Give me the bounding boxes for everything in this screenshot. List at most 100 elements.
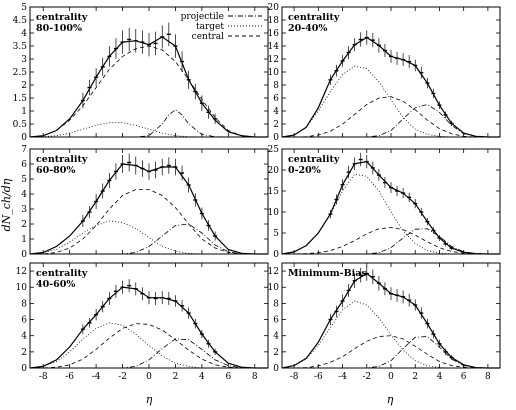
target-curve	[29, 322, 268, 369]
y-tick-label: 0	[21, 250, 27, 260]
y-tick-label: 8	[21, 299, 27, 309]
central-curve	[30, 323, 268, 369]
y-tick-label: 20	[268, 3, 280, 13]
legend-label: central	[192, 32, 224, 42]
x-tick-label: 4	[199, 372, 205, 382]
y-tick-label: 5	[273, 229, 279, 239]
panel-label: centrality	[36, 268, 88, 279]
x-tick-label: 0	[388, 372, 394, 382]
panel-label: 20-40%	[288, 23, 327, 34]
x-axis-label: η	[387, 393, 394, 406]
x-tick-label: 0	[146, 372, 152, 382]
x-tick-label: 2	[412, 372, 418, 382]
x-tick-label: -6	[65, 372, 74, 382]
projectile-curve	[30, 223, 268, 255]
y-tick-label: 0	[273, 133, 279, 143]
y-tick-label: 4	[21, 29, 27, 39]
target-curve	[281, 300, 500, 369]
y-tick-label: 10	[268, 283, 280, 293]
y-tick-label: 20	[268, 166, 280, 176]
y-tick-label: 6	[273, 94, 279, 104]
y-tick-label: 10	[268, 68, 280, 78]
y-tick-label: 2	[21, 220, 27, 230]
y-tick-label: 4	[273, 332, 279, 342]
y-tick-label: 6	[21, 316, 27, 326]
x-tick-label: -4	[338, 372, 347, 382]
panel-label: centrality	[36, 154, 88, 165]
y-tick-label: 15	[268, 187, 280, 197]
target-curve	[29, 122, 268, 138]
central-curve	[30, 189, 268, 255]
y-tick-label: 4	[21, 190, 27, 200]
y-tick-label: 6	[21, 160, 27, 170]
x-tick-label: 2	[173, 372, 179, 382]
x-tick-label: -8	[39, 372, 48, 382]
x-tick-label: -4	[92, 372, 101, 382]
y-tick-label: 4	[21, 332, 27, 342]
panel-label: 40-60%	[36, 279, 75, 290]
y-tick-label: 8	[273, 299, 279, 309]
y-tick-label: 1	[21, 235, 27, 245]
y-tick-label: 5	[21, 3, 27, 13]
y-tick-label: 14	[268, 42, 280, 52]
target-curve	[29, 220, 268, 255]
y-tick-label: 1	[21, 107, 27, 117]
target-curve	[281, 173, 500, 255]
panel-label: centrality	[36, 12, 88, 23]
x-tick-label: 8	[252, 372, 258, 382]
projectile-curve	[282, 228, 500, 255]
central-curve	[282, 96, 500, 138]
y-tick-label: 3.5	[13, 42, 28, 52]
y-tick-label: 12	[16, 267, 27, 277]
projectile-curve	[30, 338, 268, 369]
legend-label: target	[196, 22, 224, 32]
y-tick-label: 25	[268, 145, 280, 155]
projectile-curve	[30, 109, 268, 138]
y-tick-label: 8	[273, 81, 279, 91]
x-tick-label: 6	[225, 372, 231, 382]
x-tick-label: -2	[118, 372, 127, 382]
y-tick-label: 1.5	[13, 94, 28, 104]
y-tick-label: 0	[21, 133, 27, 143]
target-curve	[281, 65, 500, 138]
y-axis-label: dN_ch/dη	[0, 178, 13, 231]
y-tick-label: 18	[268, 16, 280, 26]
y-tick-label: 2	[21, 81, 27, 91]
y-tick-label: 4	[273, 107, 279, 117]
y-tick-label: 6	[273, 316, 279, 326]
x-tick-label: -8	[290, 372, 299, 382]
central-curve	[282, 335, 500, 369]
x-tick-label: 4	[437, 372, 443, 382]
panel-label: 80-100%	[36, 23, 82, 34]
y-tick-label: 0	[273, 364, 279, 374]
x-tick-label: 8	[485, 372, 491, 382]
panel-label: centrality	[288, 12, 340, 23]
projectile-curve	[282, 104, 500, 138]
panel-label: 0-20%	[288, 165, 321, 176]
chart-panel-6: 0 2 4 6 8 10 12 -8 -6 -4 -2 0 2 4 6 8 Minimum-Bias	[268, 262, 501, 382]
x-axis-label: η	[146, 393, 153, 406]
y-tick-label: 3	[21, 55, 27, 65]
y-tick-label: 0	[21, 364, 27, 374]
x-tick-label: 6	[461, 372, 467, 382]
y-tick-label: 2.5	[13, 68, 28, 78]
x-tick-label: -6	[314, 372, 323, 382]
y-tick-label: 2	[21, 348, 27, 358]
y-tick-label: 2	[273, 120, 279, 130]
y-tick-label: 12	[268, 267, 279, 277]
y-tick-label: 7	[21, 145, 27, 155]
panel-label: 60-80%	[36, 165, 75, 176]
y-tick-label: 2	[273, 348, 279, 358]
central-curve	[29, 45, 268, 138]
legend-label: projectile	[181, 12, 224, 22]
y-tick-label: 5	[21, 175, 27, 185]
y-tick-label: 4.5	[13, 16, 28, 26]
y-tick-label: 10	[16, 283, 28, 293]
